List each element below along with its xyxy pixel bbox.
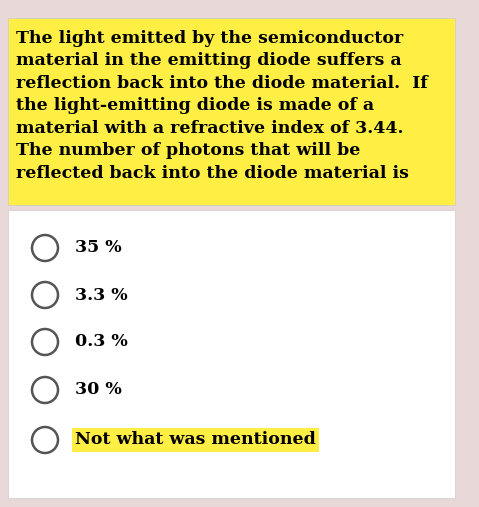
Text: 0.3 %: 0.3 % bbox=[75, 334, 128, 350]
Text: The light emitted by the semiconductor
material in the emitting diode suffers a
: The light emitted by the semiconductor m… bbox=[16, 30, 428, 182]
Bar bbox=[8, 210, 455, 498]
Text: Not what was mentioned: Not what was mentioned bbox=[75, 431, 316, 449]
Text: 35 %: 35 % bbox=[75, 239, 122, 257]
Text: 3.3 %: 3.3 % bbox=[75, 286, 127, 304]
Bar bbox=[8, 18, 455, 205]
Text: 30 %: 30 % bbox=[75, 381, 122, 399]
